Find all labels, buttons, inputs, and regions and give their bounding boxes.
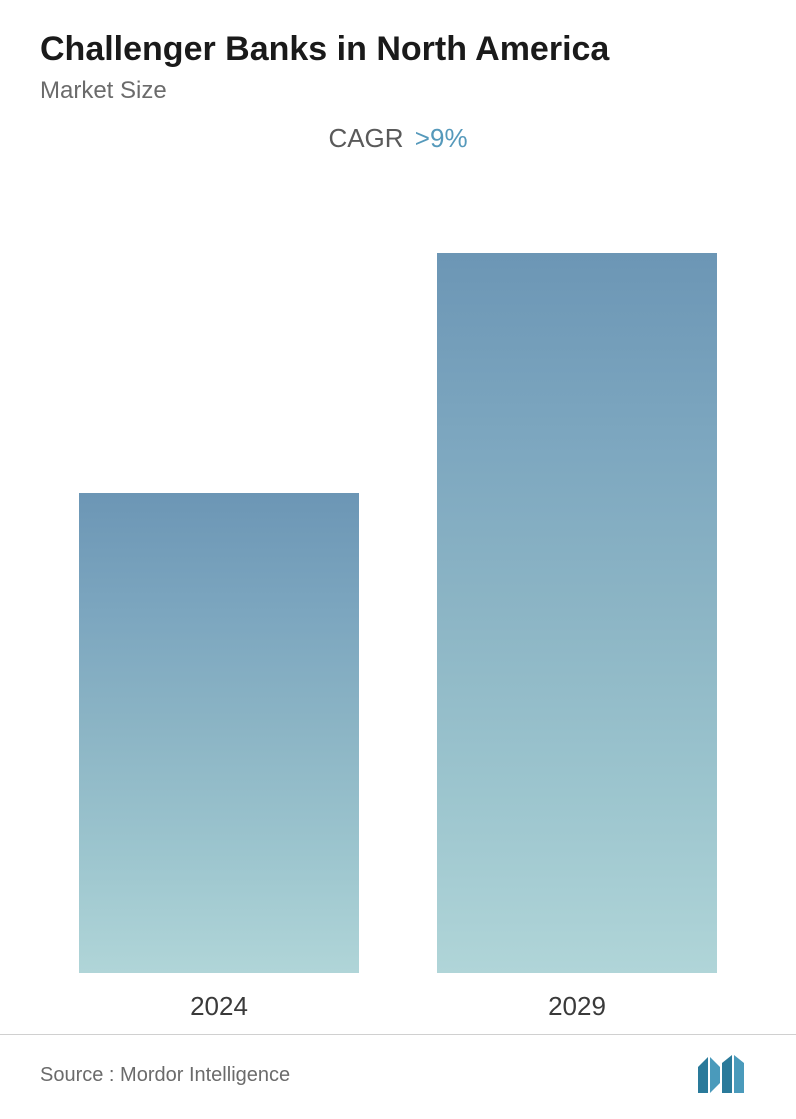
cagr-label: CAGR	[328, 123, 403, 153]
bar-0	[79, 493, 359, 973]
cagr-value: >9%	[415, 123, 468, 153]
chart-title: Challenger Banks in North America	[40, 30, 756, 69]
bar-wrapper-0: 2024	[79, 493, 359, 1022]
mordor-logo-icon	[696, 1055, 756, 1095]
chart-area: 2024 2029	[40, 184, 756, 1022]
bar-wrapper-1: 2029	[437, 253, 717, 1022]
bar-label-0: 2024	[190, 991, 248, 1022]
bar-1	[437, 253, 717, 973]
footer: Source : Mordor Intelligence	[0, 1035, 796, 1119]
bar-label-1: 2029	[548, 991, 606, 1022]
chart-subtitle: Market Size	[40, 77, 756, 105]
cagr-row: CAGR >9%	[40, 123, 756, 154]
source-text: Source : Mordor Intelligence	[40, 1064, 290, 1087]
